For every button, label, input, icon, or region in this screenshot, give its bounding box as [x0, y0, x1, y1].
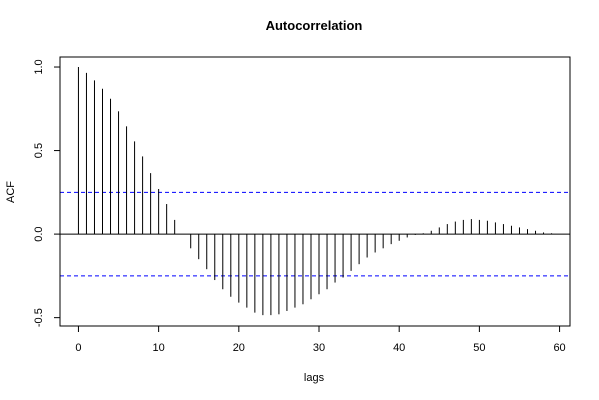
x-tick-label: 20: [233, 342, 245, 354]
x-tick-label: 60: [553, 342, 565, 354]
y-axis: -0.5 0.0 0.5 1.0: [33, 59, 61, 327]
y-tick-label: 1.0: [33, 59, 45, 74]
x-tick-label: 50: [473, 342, 485, 354]
x-tick-label: 0: [75, 342, 81, 354]
x-tick-label: 10: [153, 342, 165, 354]
x-tick-label: 30: [313, 342, 325, 354]
x-tick-label: 40: [393, 342, 405, 354]
plot-frame: [59, 56, 571, 327]
y-axis-label: ACF: [5, 181, 17, 203]
chart-title: Autocorrelation: [266, 18, 363, 33]
x-axis: 0 10 20 30 40 50 60: [75, 325, 566, 354]
y-tick-label: 0.0: [33, 226, 45, 241]
x-axis-label: lags: [304, 372, 325, 384]
acf-bars: [77, 67, 553, 316]
y-tick-label: 0.5: [33, 143, 45, 158]
y-tick-label: -0.5: [33, 308, 45, 327]
confidence-band: [60, 191, 570, 277]
